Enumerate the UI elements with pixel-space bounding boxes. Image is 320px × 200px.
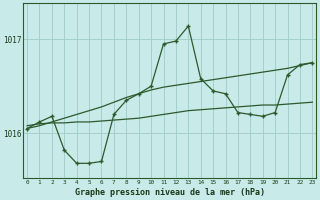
X-axis label: Graphe pression niveau de la mer (hPa): Graphe pression niveau de la mer (hPa) [75,188,265,197]
